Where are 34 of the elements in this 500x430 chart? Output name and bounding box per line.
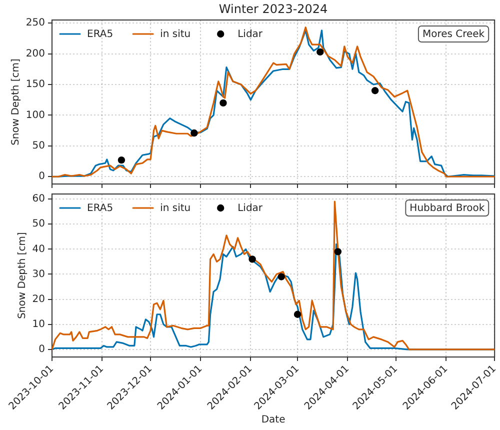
point — [190, 129, 198, 137]
y-tick-label: 200 — [26, 48, 45, 60]
y-tick-label: 100 — [26, 110, 45, 121]
annotation: Hubbard Brook — [410, 203, 485, 214]
point — [334, 248, 342, 256]
y-tick-label: 250 — [26, 18, 45, 29]
point — [278, 273, 285, 280]
y-tick-label: 150 — [26, 79, 45, 90]
legend-label: ERA5 — [87, 203, 114, 214]
y-tick-label: 0 — [38, 171, 45, 182]
legend-label: ERA5 — [87, 29, 114, 40]
y-tick-label: 40 — [32, 244, 45, 255]
legend-label: Lidar — [238, 29, 264, 40]
legend-label: in situ — [160, 29, 191, 40]
point — [294, 310, 302, 318]
y-axis-title: Snow Depth [cm] — [16, 232, 28, 319]
annotation: Mores Creek — [422, 29, 485, 40]
x-axis-title: Date — [261, 414, 286, 426]
point — [371, 87, 379, 94]
legend-label: Lidar — [238, 203, 264, 214]
y-tick-label: 50 — [32, 218, 45, 230]
chart-title: Winter 2023-2024 — [218, 2, 328, 16]
point — [118, 156, 126, 164]
y-axis-title: Snow Depth [cm] — [10, 58, 22, 146]
y-tick-label: 50 — [32, 140, 45, 152]
y-tick-label: 60 — [32, 194, 45, 205]
y-tick-label: 0 — [38, 344, 45, 356]
point — [316, 48, 324, 56]
point — [248, 256, 256, 263]
y-tick-label: 20 — [32, 294, 45, 305]
legend-label: in situ — [160, 203, 191, 214]
point — [220, 99, 227, 107]
y-tick-label: 30 — [32, 268, 45, 280]
y-tick-label: 10 — [32, 318, 45, 330]
